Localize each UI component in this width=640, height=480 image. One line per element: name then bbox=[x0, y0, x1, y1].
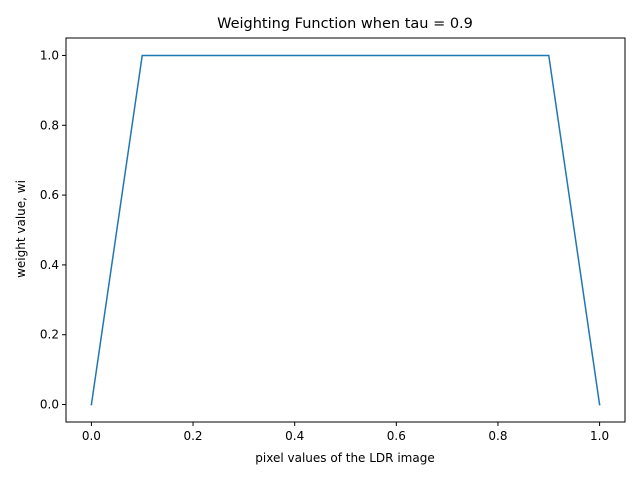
y-tick-label: 0.8 bbox=[40, 118, 59, 132]
x-axis-label: pixel values of the LDR image bbox=[255, 451, 434, 465]
y-tick-label: 1.0 bbox=[40, 48, 59, 62]
x-tick-label: 0.8 bbox=[488, 429, 507, 443]
x-tick-label: 1.0 bbox=[590, 429, 609, 443]
x-axis: 0.0 0.2 0.4 0.6 0.8 1.0 bbox=[82, 422, 609, 443]
plot-frame bbox=[65, 37, 626, 423]
data-point bbox=[141, 54, 143, 57]
x-tick-label: 0.2 bbox=[183, 429, 202, 443]
y-tick-label: 0.4 bbox=[40, 258, 59, 272]
plot-area bbox=[65, 37, 626, 423]
data-point bbox=[598, 403, 601, 406]
x-tick-label: 0.6 bbox=[387, 429, 406, 443]
y-axis: 0.0 0.2 0.4 0.6 0.8 1.0 bbox=[40, 48, 66, 412]
data-point bbox=[548, 54, 550, 57]
y-tick-label: 0.6 bbox=[40, 188, 59, 202]
y-tick-label: 0.2 bbox=[40, 328, 59, 342]
series-layer bbox=[90, 54, 601, 406]
y-axis-label: weight value, wi bbox=[14, 180, 28, 278]
x-tick-label: 0.0 bbox=[82, 429, 101, 443]
series-line bbox=[90, 54, 601, 406]
data-point bbox=[90, 403, 93, 406]
chart-title: Weighting Function when tau = 0.9 bbox=[217, 16, 473, 32]
x-tick-label: 0.4 bbox=[285, 429, 304, 443]
y-tick-label: 0.0 bbox=[40, 398, 59, 412]
